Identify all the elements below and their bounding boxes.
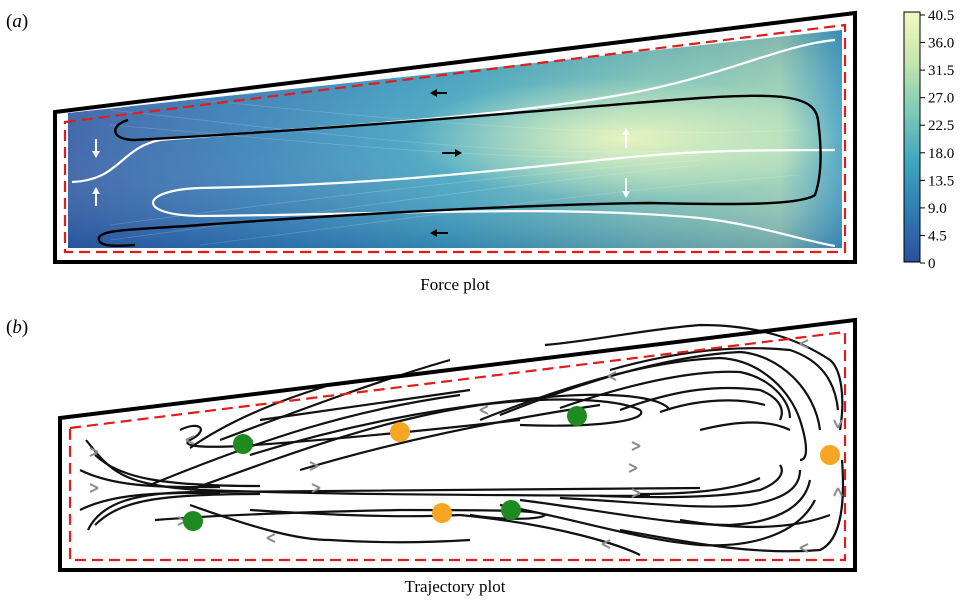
colorbar: 40.5 36.0 31.5 27.0 22.5 18.0 13.5 9.0 4.5 0 <box>903 8 954 272</box>
dashed-boundary-a <box>63 23 847 254</box>
arrow-left-icon <box>430 89 447 97</box>
particle-orange <box>432 503 452 523</box>
panel-a-label: (a) <box>6 11 28 32</box>
particle-green <box>501 500 521 520</box>
particle-orange <box>390 422 410 442</box>
streamline-black <box>97 94 822 248</box>
domain-boundary-b <box>58 317 857 572</box>
colorbar-tick-label: 13.5 <box>928 173 954 189</box>
particles <box>183 406 840 531</box>
particle-green <box>567 406 587 426</box>
colorbar-tick-label: 22.5 <box>928 118 954 134</box>
colorbar-tick-label: 9.0 <box>928 201 947 217</box>
domain-boundary-a <box>53 10 857 264</box>
arrow-left-icon <box>430 229 448 237</box>
trajectories <box>79 323 845 556</box>
colorbar-tick-label: 0 <box>928 256 936 272</box>
colorbar-tick-label: 4.5 <box>928 228 947 244</box>
particle-green <box>183 511 203 531</box>
colorbar-tick-label: 27.0 <box>928 91 954 107</box>
arrow-up-icon <box>92 187 100 206</box>
colorbar-tick-label: 40.5 <box>928 8 954 24</box>
arrow-down-icon <box>622 178 630 198</box>
colorbar-tick-label: 36.0 <box>928 36 954 52</box>
colorbar-tick-label: 18.0 <box>928 146 954 162</box>
arrow-up-icon <box>622 128 630 148</box>
caption-b: Trajectory plot <box>405 577 506 596</box>
separatrix-white <box>152 148 836 248</box>
colorbar-tick-label: 31.5 <box>928 63 954 79</box>
particle-green <box>233 434 253 454</box>
arrow-down-icon <box>92 139 100 158</box>
caption-a: Force plot <box>420 275 490 294</box>
arrow-right-icon <box>442 149 462 157</box>
panel-b-label: (b) <box>6 317 28 338</box>
dashed-boundary-b <box>68 330 847 562</box>
flow-arrows <box>92 89 630 237</box>
particle-orange <box>820 445 840 465</box>
